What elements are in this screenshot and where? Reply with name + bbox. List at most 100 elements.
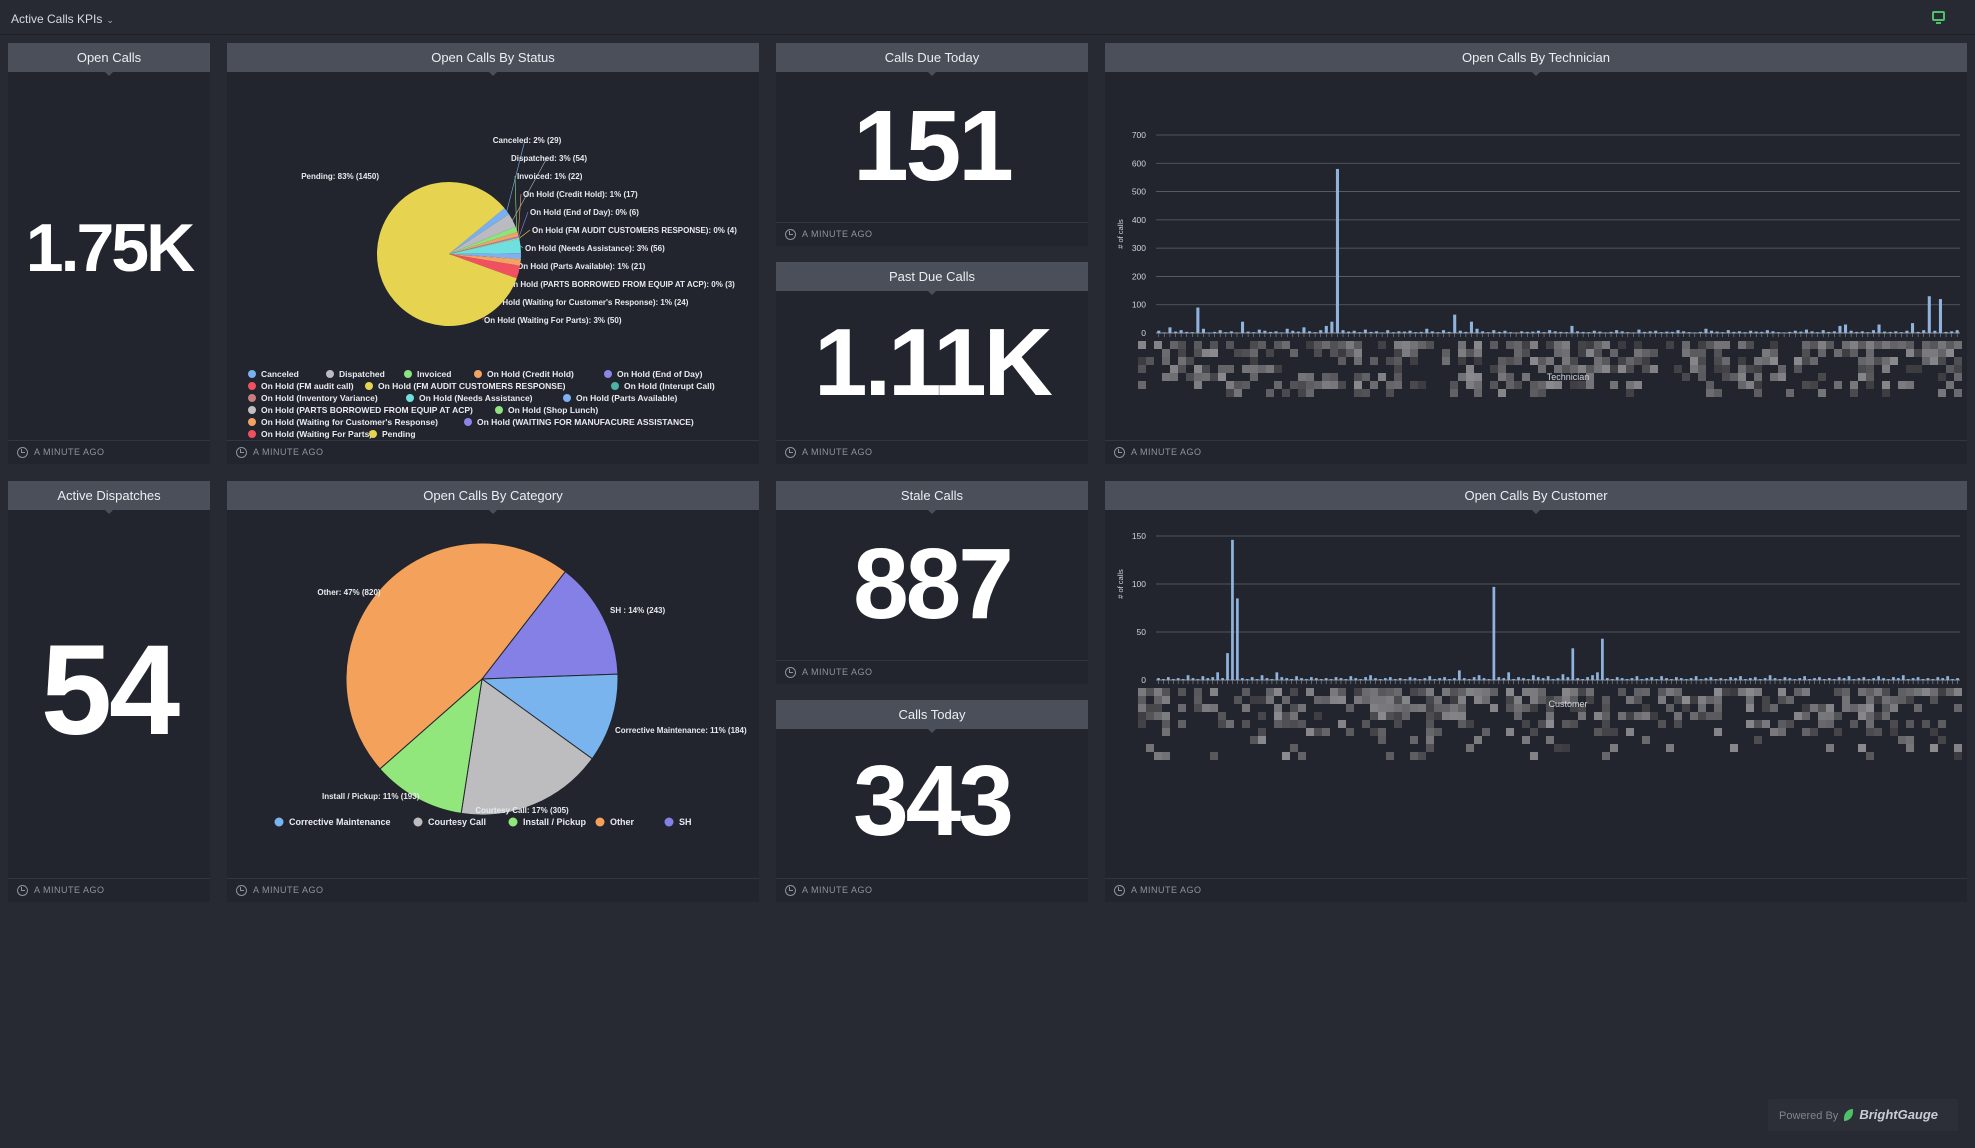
kpi-value: 1.11K	[814, 309, 1053, 416]
x-tick-label-redacted	[1858, 688, 1866, 696]
x-tick-label-redacted	[1698, 704, 1706, 712]
pie-slice	[449, 226, 518, 254]
widget-stale-calls[interactable]: Stale Calls 887 A MINUTE AGO	[776, 481, 1088, 684]
legend-label: On Hold (Inventory Variance)	[261, 393, 378, 403]
widget-open-calls[interactable]: Open Calls 1.75K A MINUTE AGO	[8, 43, 210, 464]
x-tick-label-redacted	[1906, 720, 1914, 728]
x-tick-label-redacted	[1474, 688, 1482, 696]
x-tick-label-redacted	[1522, 704, 1530, 712]
x-tick-label-redacted	[1858, 365, 1866, 373]
bar	[1803, 676, 1806, 680]
x-tick-label-redacted	[1418, 704, 1426, 712]
widget-open-calls-by-technician[interactable]: Open Calls By Technician 0 100 200 300 400 50…	[1105, 43, 1967, 464]
x-tick-label-redacted	[1346, 349, 1354, 357]
bar	[1931, 679, 1935, 680]
bar	[1341, 330, 1345, 333]
bar	[1816, 332, 1820, 333]
x-tick-label-redacted	[1330, 341, 1338, 349]
x-tick-label-redacted	[1298, 381, 1306, 389]
x-tick-label-redacted	[1922, 720, 1930, 728]
x-tick-label-redacted	[1770, 357, 1778, 365]
x-tick-label-redacted	[1930, 688, 1938, 696]
x-tick-label-redacted	[1418, 752, 1426, 760]
x-tick-label-redacted	[1794, 712, 1802, 720]
x-tick-label-redacted	[1802, 381, 1810, 389]
x-tick-label-redacted	[1674, 688, 1682, 696]
clock-icon	[785, 229, 796, 240]
x-tick-label-redacted	[1802, 357, 1810, 365]
tv-icon[interactable]	[1932, 11, 1945, 24]
dashboard-selector[interactable]: Active Calls KPIs ⌄	[11, 12, 114, 26]
powered-by-badge[interactable]: Powered By BrightGauge	[1768, 1099, 1958, 1131]
x-tick-label-redacted	[1466, 365, 1474, 373]
pie-leader-line	[512, 157, 548, 221]
widget-open-calls-by-status[interactable]: Open Calls By Status Canceled: 2% (29) Di…	[227, 43, 759, 464]
x-tick-label-redacted	[1274, 341, 1282, 349]
x-tick-label-redacted	[1234, 389, 1242, 397]
x-tick-label-redacted	[1754, 373, 1762, 381]
x-tick-label-redacted	[1226, 381, 1234, 389]
x-tick-label-redacted	[1546, 712, 1554, 720]
x-tick-label-redacted	[1946, 349, 1954, 357]
x-tick-label-redacted	[1706, 381, 1714, 389]
x-tick-label-redacted	[1298, 720, 1306, 728]
bar	[1196, 307, 1200, 333]
kpi-value: 54	[40, 619, 180, 762]
x-tick-label-redacted	[1506, 704, 1514, 712]
x-tick-label-redacted	[1178, 688, 1186, 696]
bar	[1951, 679, 1954, 680]
x-tick-label-redacted	[1554, 341, 1562, 349]
bar	[1447, 331, 1451, 333]
widget-open-calls-by-customer[interactable]: Open Calls By Customer 050100150200# of …	[1105, 481, 1967, 902]
widget-open-calls-by-category[interactable]: Open Calls By Category SH : 14% (243) Cor…	[227, 481, 759, 902]
widget-past-due-calls[interactable]: Past Due Calls 1.11K A MINUTE AGO	[776, 262, 1088, 464]
x-tick-label-redacted	[1162, 752, 1170, 760]
x-tick-label-redacted	[1714, 704, 1722, 712]
bar	[1847, 676, 1851, 680]
x-tick-label-redacted	[1162, 373, 1170, 381]
bar	[1481, 331, 1485, 333]
x-tick-label-redacted	[1842, 696, 1850, 704]
bar	[1867, 679, 1871, 680]
bar	[1185, 331, 1189, 333]
widget-active-dispatches[interactable]: Active Dispatches 54 A MINUTE AGO	[8, 481, 210, 902]
x-tick-label-redacted	[1754, 720, 1762, 728]
x-tick-label-redacted	[1578, 704, 1586, 712]
x-tick-label-redacted	[1890, 341, 1898, 349]
x-tick-label-redacted	[1338, 381, 1346, 389]
widget-footer: A MINUTE AGO	[776, 222, 1088, 246]
pie-data-label: Dispatched: 3% (54)	[511, 154, 587, 163]
x-tick-label-redacted	[1954, 744, 1962, 752]
widget-calls-today[interactable]: Calls Today 343 A MINUTE AGO	[776, 700, 1088, 902]
x-tick-label-redacted	[1466, 349, 1474, 357]
x-tick-label-redacted	[1650, 365, 1658, 373]
bar	[1433, 679, 1437, 680]
x-tick-label-redacted	[1818, 373, 1826, 381]
x-tick-label-redacted	[1146, 704, 1154, 712]
bar	[1469, 321, 1473, 333]
bar	[1605, 678, 1609, 680]
x-tick-label-redacted	[1178, 720, 1186, 728]
clock-icon	[17, 447, 28, 458]
bar	[1166, 677, 1170, 680]
legend-swatch	[248, 382, 256, 390]
x-tick-label-redacted	[1530, 704, 1538, 712]
bar	[1531, 675, 1535, 680]
category-pie-chart: SH : 14% (243) Corrective Maintenance: 11…	[274, 542, 747, 827]
bar	[1798, 678, 1802, 680]
bar	[1388, 677, 1392, 680]
x-tick-label-redacted	[1370, 696, 1378, 704]
x-tick-label-redacted	[1426, 341, 1434, 349]
pie-data-label: On Hold (End of Day): 0% (6)	[530, 208, 639, 217]
bar	[1477, 675, 1481, 680]
x-tick-label-redacted	[1818, 389, 1826, 397]
bar	[1620, 331, 1624, 333]
widget-calls-due-today[interactable]: Calls Due Today 151 A MINUTE AGO	[776, 43, 1088, 246]
bar	[1837, 677, 1841, 680]
x-tick-label-redacted	[1370, 357, 1378, 365]
bar	[1462, 678, 1466, 680]
x-tick-label-redacted	[1946, 365, 1954, 373]
x-tick-label-redacted	[1410, 381, 1418, 389]
x-tick-label-redacted	[1626, 696, 1634, 704]
pie-leader-line	[514, 175, 517, 230]
